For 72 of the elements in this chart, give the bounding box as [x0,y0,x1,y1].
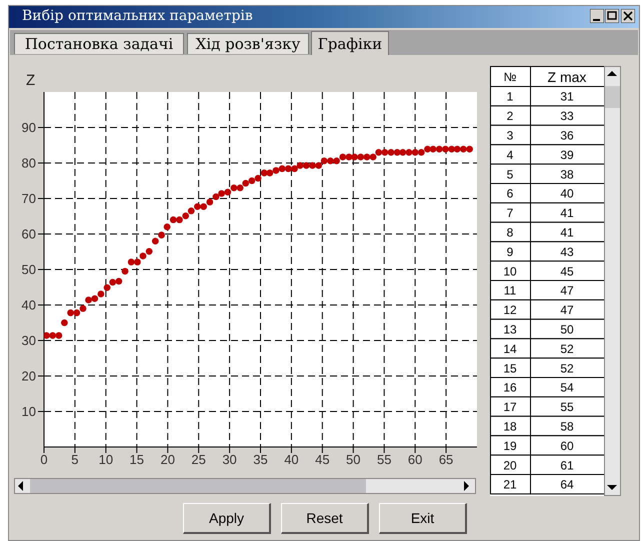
y-tick-label: 60 [22,226,36,242]
y-tick-label: 9 [506,244,514,259]
data-label: 50 [560,322,574,336]
y-tick-label: 21 [503,478,517,492]
y-tick-label: 5 [506,167,514,182]
x-tick-label: 45 [315,452,330,468]
data-label: 38 [560,167,574,182]
data-label: 64 [560,478,574,492]
data-label: 55 [560,400,574,414]
y-tick-label: 50 [22,262,36,278]
data-label: 52 [560,342,574,356]
y-tick-label: 18 [503,420,517,434]
x-tick-label: 10 [98,452,114,468]
y-tick-label: 10 [22,404,36,420]
data-label: 58 [560,420,574,434]
y-tick-label: 40 [22,298,36,313]
x-tick-label: 50 [346,452,361,468]
data-label: 60 [560,438,574,453]
y-tick-label: 90 [22,120,36,136]
text: Reset [281,503,369,534]
x-tick-label: 35 [253,452,268,468]
y-tick-label: 8 [506,226,514,240]
data-label: 40 [560,186,574,201]
y-tick-label: 3 [506,128,514,142]
data-label: 54 [560,380,574,395]
data-label: 33 [560,109,574,124]
y-tick-label: 10 [503,264,517,278]
x-tick-label: 55 [376,452,392,468]
data-label: 47 [560,284,574,298]
y-tick-label: 11 [504,284,517,298]
y-tick-label: 19 [503,438,517,453]
y-tick-label: 4 [506,148,514,162]
y-tick-label: 7 [506,206,514,220]
data-label: 43 [560,244,574,259]
y-tick-label: 20 [22,368,36,384]
x-tick-label: 60 [408,452,422,468]
y-tick-label: 70 [22,191,36,206]
data-label: 52 [560,361,574,376]
x-tick-label: 20 [160,452,175,468]
y-axis-title: № [504,70,517,84]
text: Apply [183,503,271,534]
x-tick-label: 30 [222,452,237,468]
x-tick-label: 65 [438,452,454,468]
chart-title: Вибір оптимальних параметрів [22,8,253,24]
x-tick-label: Z max [548,69,586,85]
data-label: 41 [560,206,574,220]
y-tick-label: 80 [22,156,36,171]
y-tick-label: 6 [506,186,514,201]
x-tick-label: 0 [40,452,48,468]
text: Графіки [311,31,389,55]
x-tick-label: 5 [71,452,79,468]
y-tick-label: 13 [503,322,517,336]
y-tick-label: 12 [503,303,517,318]
x-tick-label: 15 [130,452,144,468]
y-tick-label: 17 [503,400,517,414]
data-label: 39 [560,148,574,162]
data-label: 47 [560,303,574,318]
text: Exit [379,503,467,534]
y-tick-label: 30 [22,333,36,348]
data-label: 45 [560,264,574,278]
y-tick-label: 16 [503,380,517,395]
y-tick-label: 14 [503,342,517,356]
data-label: 36 [560,128,574,142]
y-tick-label: 1 [506,90,514,104]
data-label: 31 [560,90,574,104]
y-tick-label: 15 [503,361,517,376]
x-tick-label: 40 [284,452,299,468]
data-label: 61 [560,458,574,472]
x-tick-label: 25 [191,452,206,468]
y-tick-label: 2 [506,109,514,124]
data-label: 41 [560,226,574,240]
y-axis-title: Z [26,72,36,89]
